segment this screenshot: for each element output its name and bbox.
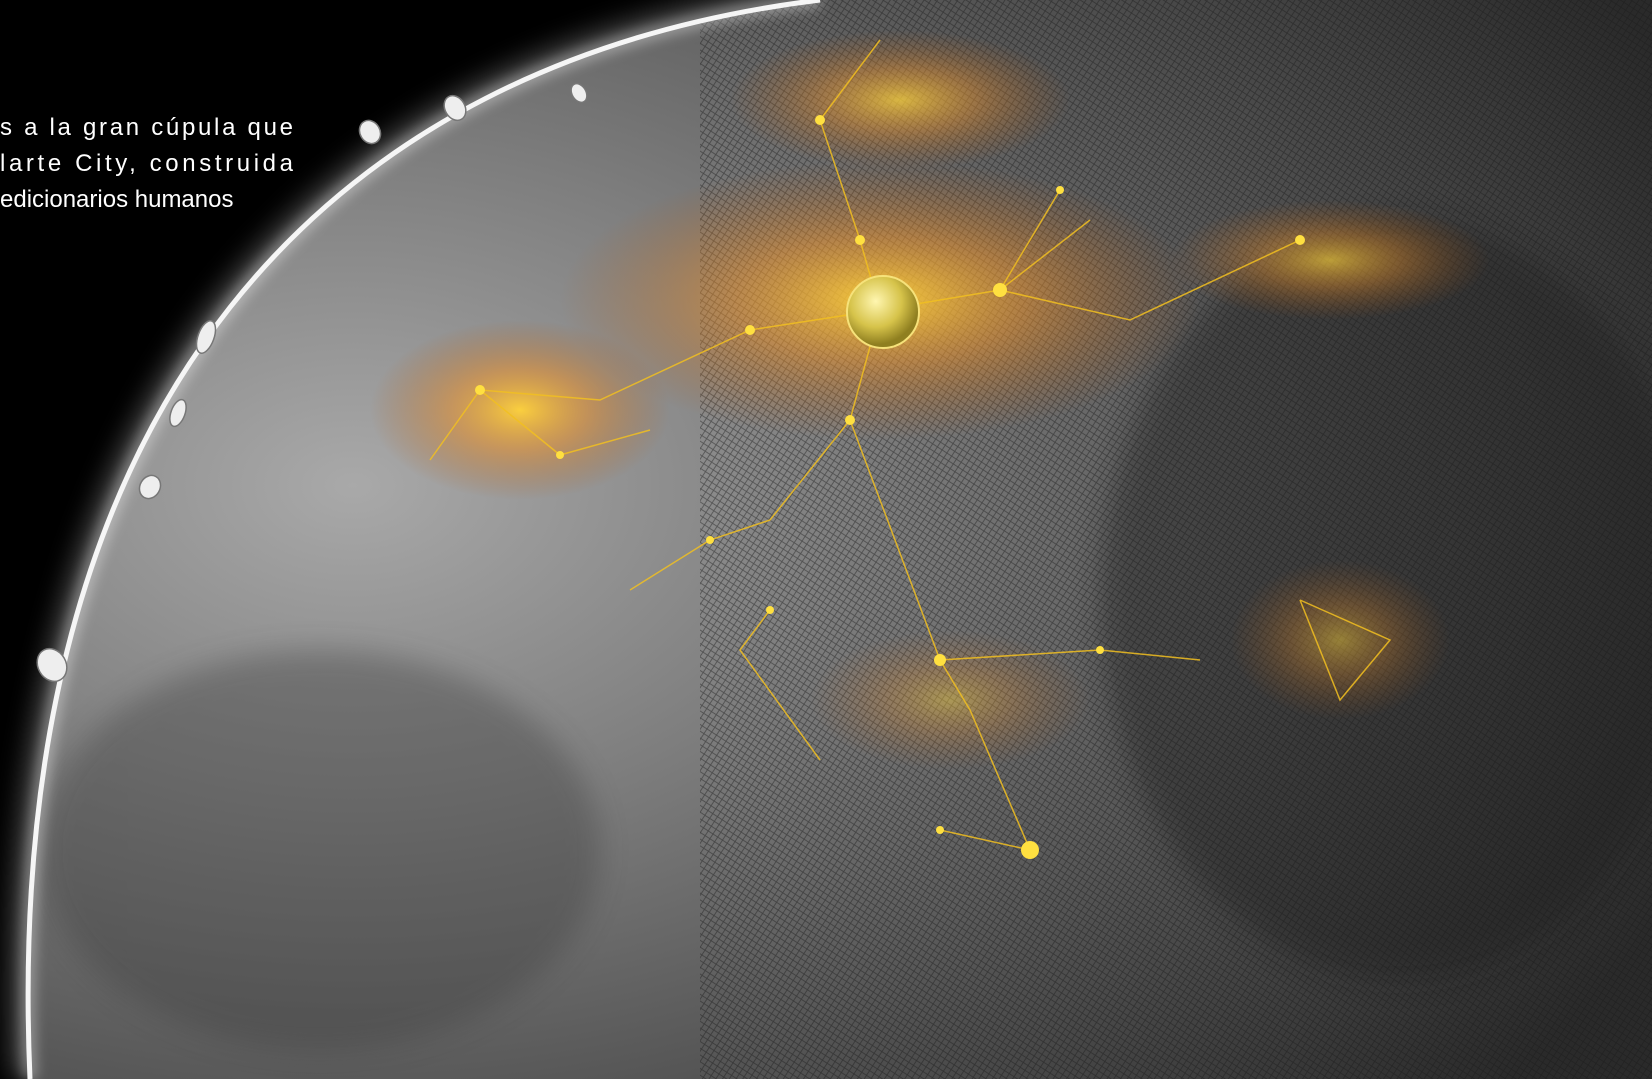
surface-details (40, 0, 1652, 1079)
caption-line: s a la gran cúpula que (0, 114, 293, 141)
atmosphere-rim-glow (21, 0, 821, 1079)
nodes (475, 115, 1305, 859)
capsules (36, 82, 588, 683)
city-glow (370, 320, 670, 500)
city-glow (1170, 200, 1490, 320)
city-glow (730, 30, 1070, 170)
city-glow (1230, 560, 1450, 720)
city-glow (810, 630, 1090, 770)
caption-line: edicionarios humanos (0, 186, 233, 213)
dome (846, 275, 920, 349)
dark-region (40, 650, 600, 1050)
